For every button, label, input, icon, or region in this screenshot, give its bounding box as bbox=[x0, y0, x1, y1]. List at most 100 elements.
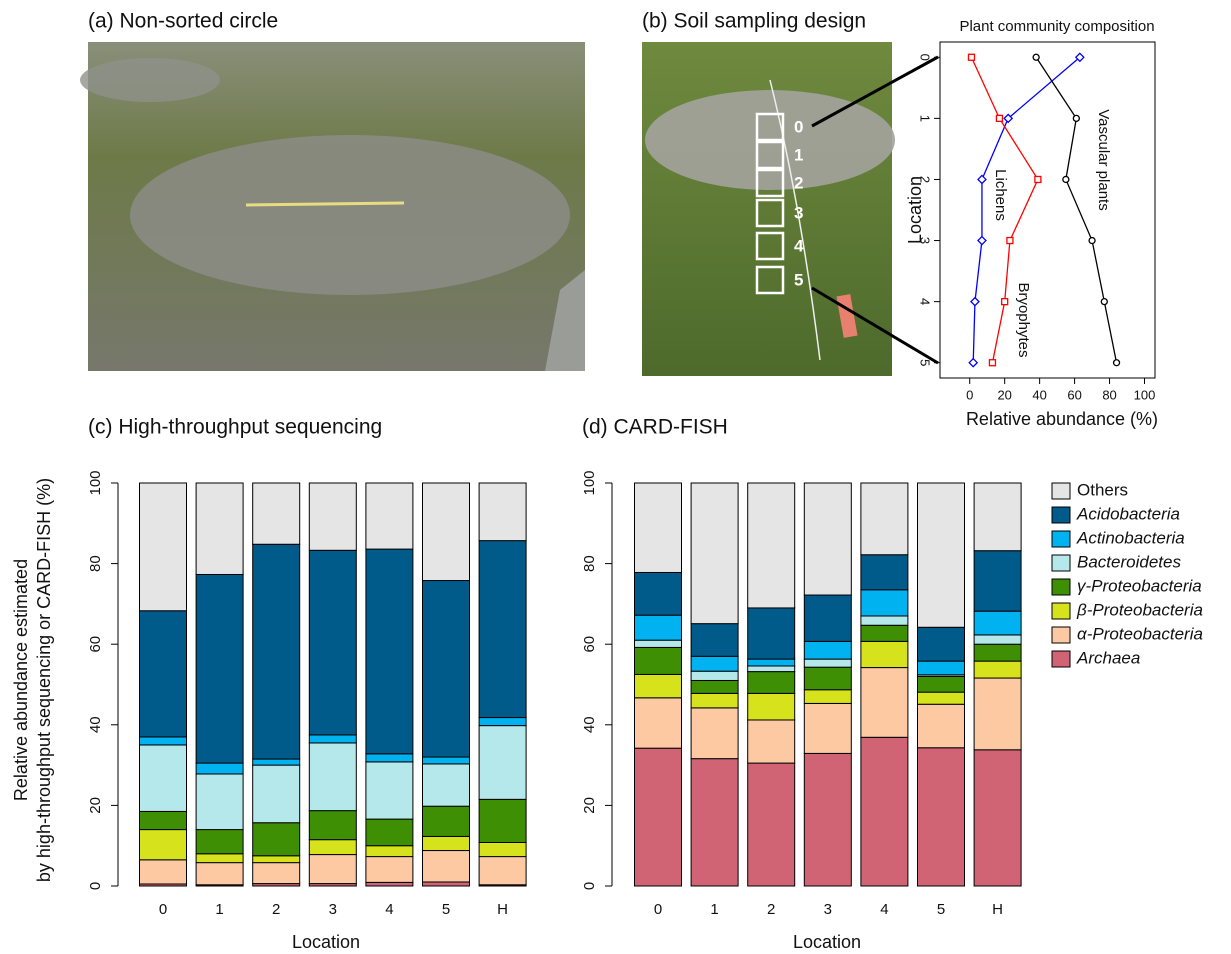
bar-segment bbox=[140, 483, 187, 611]
y-tick-label: 0 bbox=[918, 54, 933, 61]
bar-segment bbox=[196, 483, 243, 574]
x-tick-label: 4 bbox=[880, 901, 888, 918]
bar-segment bbox=[804, 641, 851, 659]
bar-segment bbox=[366, 762, 413, 819]
bar-segment bbox=[861, 483, 908, 555]
bar-segment bbox=[253, 544, 300, 759]
sample-label: 5 bbox=[794, 270, 803, 289]
bar-segment bbox=[196, 774, 243, 830]
bar-segment bbox=[635, 483, 682, 572]
point bbox=[1063, 176, 1069, 182]
bar-segment bbox=[479, 842, 526, 856]
bar-segment bbox=[479, 857, 526, 885]
bar-segment bbox=[804, 667, 851, 690]
bar-segment bbox=[918, 661, 965, 675]
photo-a bbox=[80, 42, 585, 371]
bar-segment bbox=[748, 608, 795, 659]
sample-label: 0 bbox=[794, 117, 803, 136]
sample-label: 1 bbox=[794, 145, 803, 164]
x-tick-label: H bbox=[992, 901, 1003, 918]
bar-segment bbox=[918, 704, 965, 748]
bar-segment bbox=[366, 483, 413, 549]
y-tick-label: 0 bbox=[581, 882, 598, 890]
x-tick-label: 0 bbox=[159, 901, 167, 918]
bar-segment bbox=[479, 718, 526, 726]
point bbox=[1002, 299, 1008, 305]
bar-segment bbox=[861, 641, 908, 667]
annotation: Bryophytes bbox=[1015, 282, 1032, 357]
bar-segment bbox=[748, 659, 795, 666]
bar-segment bbox=[309, 840, 356, 855]
x-tick-label: 5 bbox=[442, 901, 450, 918]
legend-label: Others bbox=[1077, 480, 1128, 499]
point bbox=[1101, 299, 1107, 305]
bar-segment bbox=[366, 819, 413, 846]
y-tick-label: 20 bbox=[87, 797, 104, 814]
x-tick-label: 1 bbox=[215, 901, 223, 918]
y-tick-label: 5 bbox=[918, 359, 933, 366]
x-tick-label: 1 bbox=[710, 901, 718, 918]
photo-circle bbox=[130, 135, 570, 295]
bar-segment bbox=[691, 656, 738, 671]
x-axis-label: Location bbox=[793, 932, 861, 952]
y-tick-label: 0 bbox=[87, 882, 104, 890]
point bbox=[1007, 238, 1013, 244]
bar-segment bbox=[635, 572, 682, 615]
bar-segment bbox=[691, 671, 738, 680]
legend-swatch bbox=[1052, 483, 1070, 499]
y-tick-label: 40 bbox=[581, 716, 598, 733]
bar-segment bbox=[748, 693, 795, 720]
bar-segment bbox=[140, 745, 187, 811]
bar-segment bbox=[140, 860, 187, 884]
bar-segment bbox=[861, 555, 908, 590]
x-axis-label: Relative abundance (%) bbox=[966, 409, 1158, 429]
bar-segment bbox=[309, 550, 356, 735]
bar-segment bbox=[196, 574, 243, 763]
bar-segment bbox=[479, 799, 526, 842]
bar-segment bbox=[423, 581, 470, 758]
bar-segment bbox=[196, 763, 243, 774]
legend-label: α-Proteobacteria bbox=[1077, 624, 1203, 643]
y-tick-label: 60 bbox=[87, 636, 104, 653]
bar-segment bbox=[309, 735, 356, 743]
bar-segment bbox=[974, 661, 1021, 678]
point bbox=[968, 54, 974, 60]
point bbox=[996, 115, 1002, 121]
legend-label: Actinobacteria bbox=[1076, 528, 1185, 547]
y-axis-label: Location bbox=[905, 176, 925, 244]
point bbox=[1035, 176, 1041, 182]
bar-segment bbox=[253, 765, 300, 823]
bar-segment bbox=[691, 708, 738, 759]
figure: (a) Non-sorted circle (b) Soil sampling … bbox=[0, 0, 1231, 954]
y-axis-label: Relative abundance estimated bbox=[11, 559, 31, 801]
bar-segment bbox=[635, 748, 682, 886]
bar-segment bbox=[253, 759, 300, 765]
bar-segment bbox=[309, 855, 356, 884]
bar-segment bbox=[366, 857, 413, 883]
bar-segment bbox=[366, 754, 413, 762]
y-tick-label: 1 bbox=[918, 115, 933, 122]
point bbox=[1033, 54, 1039, 60]
x-tick-label: 2 bbox=[767, 901, 775, 918]
bar-segment bbox=[140, 737, 187, 745]
bar-segment bbox=[635, 615, 682, 640]
bar-segment bbox=[140, 811, 187, 829]
legend-swatch bbox=[1052, 507, 1070, 523]
sample-label: 3 bbox=[794, 203, 803, 222]
y-tick-label: 100 bbox=[581, 470, 598, 495]
point bbox=[1089, 238, 1095, 244]
sample-label: 2 bbox=[794, 173, 803, 192]
bar-segment bbox=[309, 483, 356, 550]
bar-segment bbox=[974, 750, 1021, 886]
bar-segment bbox=[366, 882, 413, 886]
bar-segment bbox=[366, 846, 413, 857]
bar-segment bbox=[253, 856, 300, 863]
bar-segment bbox=[918, 748, 965, 886]
legend-swatch bbox=[1052, 627, 1070, 643]
bar-segment bbox=[479, 726, 526, 800]
bar-segment bbox=[423, 882, 470, 886]
y-axis-label: by high-throughput sequencing or CARD-FI… bbox=[34, 478, 54, 882]
photo-ruler bbox=[246, 203, 404, 205]
bar-segment bbox=[974, 551, 1021, 611]
x-tick-label: H bbox=[497, 901, 508, 918]
